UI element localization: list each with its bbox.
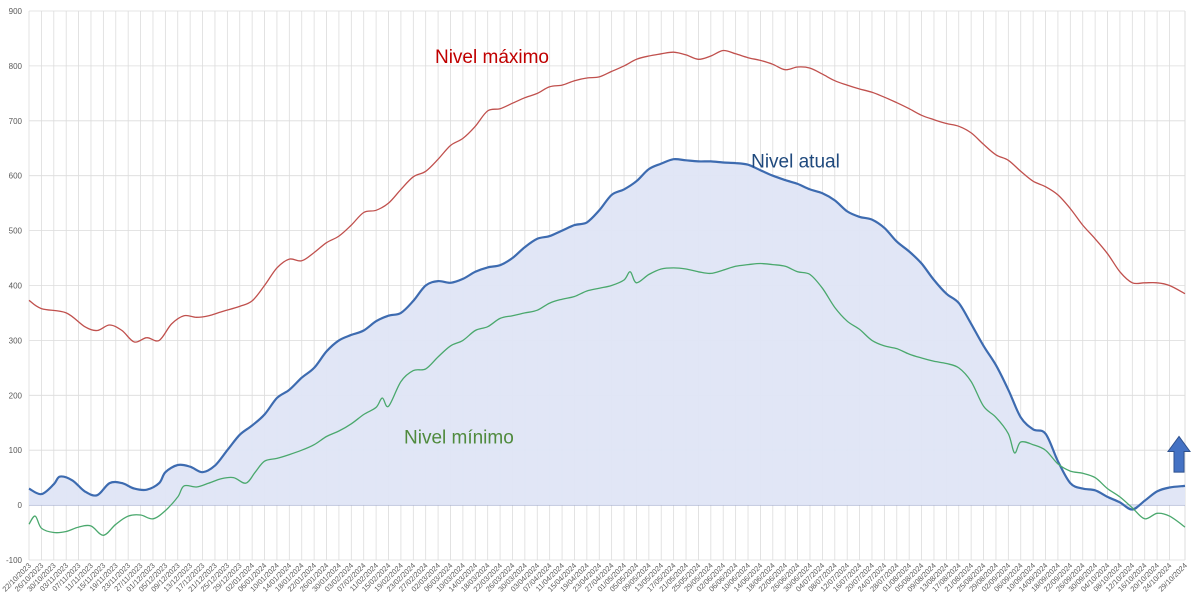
series-annotation: Nivel máximo [435, 47, 549, 68]
series-annotation: Nivel atual [751, 151, 840, 172]
up-arrow-icon [1167, 435, 1191, 473]
y-tick-label: 800 [9, 62, 23, 71]
series-annotations: Nivel máximo Nivel atual Nivel mínimo [404, 47, 840, 448]
y-tick-label: 200 [9, 391, 23, 400]
chart-series [28, 49, 1186, 536]
y-tick-label: 500 [9, 227, 23, 236]
y-tick-label: 900 [9, 7, 23, 16]
max-level-line [28, 49, 1186, 343]
x-axis: 22/10/202326/10/202330/10/202303/11/2023… [0, 561, 1189, 594]
y-tick-label: 600 [9, 172, 23, 181]
current-level-line [28, 157, 1186, 511]
y-tick-label: 300 [9, 336, 23, 345]
y-tick-label: 400 [9, 282, 23, 291]
y-tick-label: 100 [9, 446, 23, 455]
y-tick-label: 700 [9, 117, 23, 126]
min-level-line [28, 262, 1186, 536]
current-level-area [29, 159, 1185, 510]
y-axis: -100 0 100 200 300 400 500 600 700 800 900 [6, 7, 23, 565]
y-tick-label: -100 [6, 556, 23, 565]
y-tick-label: 0 [18, 501, 23, 510]
up-arrow-shape [1167, 435, 1191, 473]
current-level-fill [29, 159, 1185, 510]
series-annotation: Nivel mínimo [404, 428, 514, 449]
